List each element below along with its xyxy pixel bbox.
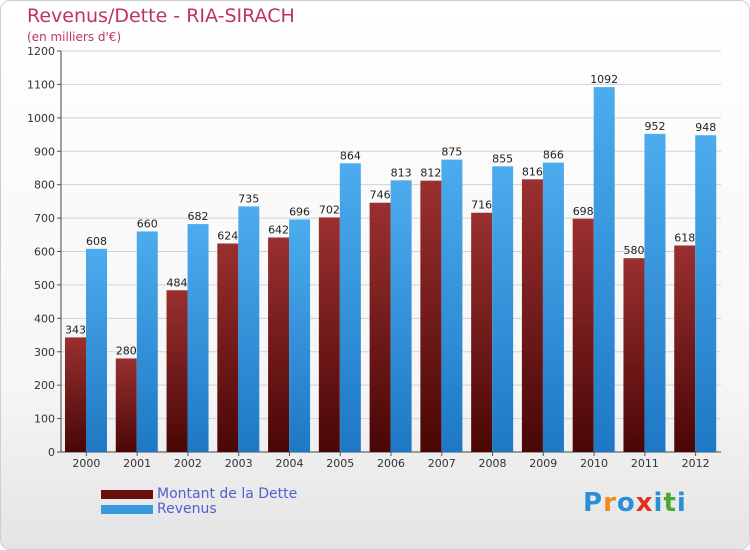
- data-label-debt: 484: [167, 276, 188, 289]
- x-tick-label: 2007: [428, 457, 456, 470]
- x-tick-label: 2010: [580, 457, 608, 470]
- x-tick-label: 2000: [72, 457, 100, 470]
- chart-subtitle: (en milliers d'€): [27, 30, 122, 44]
- bar-debt: [217, 243, 239, 452]
- x-tick-label: 2009: [529, 457, 557, 470]
- data-label-revenus: 948: [695, 121, 716, 134]
- legend-swatch-revenus: [101, 505, 153, 514]
- bar-revenus: [695, 135, 717, 452]
- data-label-debt: 580: [623, 244, 644, 257]
- data-label-revenus: 864: [340, 149, 361, 162]
- data-label-revenus: 813: [391, 166, 412, 179]
- bar-debt: [521, 179, 543, 452]
- y-tick-label: 200: [34, 379, 55, 392]
- x-tick-label: 2002: [174, 457, 202, 470]
- bar-debt: [268, 237, 290, 452]
- data-label-debt: 816: [522, 165, 543, 178]
- data-label-debt: 280: [116, 344, 137, 357]
- bar-revenus: [542, 162, 564, 452]
- logo-letter: P: [583, 488, 604, 518]
- data-label-revenus: 952: [644, 120, 665, 133]
- logo-letter: o: [616, 488, 636, 518]
- logo-letter: t: [663, 488, 677, 518]
- x-tick-label: 2012: [682, 457, 710, 470]
- chart-title: Revenus/Dette - RIA-SIRACH: [27, 5, 295, 27]
- logo-letter: x: [635, 488, 654, 518]
- x-tick-label: 2005: [326, 457, 354, 470]
- y-tick-label: 900: [34, 145, 55, 158]
- bar-debt: [369, 202, 391, 452]
- bar-debt: [115, 358, 137, 452]
- data-label-revenus: 875: [441, 146, 462, 159]
- legend-swatch-debt: [101, 490, 153, 499]
- bar-revenus: [644, 133, 666, 452]
- bar-revenus: [238, 206, 260, 452]
- bar-debt: [471, 212, 493, 452]
- data-label-debt: 343: [65, 323, 86, 336]
- y-tick-label: 1200: [27, 45, 55, 58]
- x-tick-label: 2003: [225, 457, 253, 470]
- x-tick-label: 2004: [275, 457, 303, 470]
- data-label-revenus: 866: [543, 149, 564, 162]
- x-tick-label: 2006: [377, 457, 405, 470]
- bar-debt: [420, 180, 442, 452]
- logo-letter: i: [676, 488, 687, 518]
- bar-revenus: [593, 87, 615, 452]
- y-tick-label: 0: [48, 446, 55, 459]
- bar-revenus: [289, 219, 311, 452]
- data-label-revenus: 855: [492, 152, 513, 165]
- bar-debt: [674, 245, 696, 452]
- bar-debt: [318, 217, 340, 452]
- data-label-revenus: 1092: [590, 73, 618, 86]
- data-label-debt: 698: [573, 205, 594, 218]
- data-label-debt: 702: [319, 203, 340, 216]
- data-label-revenus: 608: [86, 235, 107, 248]
- data-label-debt: 642: [268, 223, 289, 236]
- data-label-revenus: 682: [188, 210, 209, 223]
- bar-revenus: [187, 224, 209, 452]
- x-tick-label: 2011: [631, 457, 659, 470]
- bar-debt: [65, 337, 86, 452]
- bar-revenus: [441, 159, 463, 452]
- data-label-debt: 746: [370, 189, 391, 202]
- y-tick-label: 500: [34, 279, 55, 292]
- y-tick-label: 600: [34, 246, 55, 259]
- x-tick-label: 2001: [123, 457, 151, 470]
- y-tick-label: 400: [34, 312, 55, 325]
- bar-revenus: [390, 180, 412, 452]
- bar-revenus: [339, 163, 361, 452]
- data-label-debt: 624: [217, 229, 238, 242]
- data-label-revenus: 696: [289, 205, 310, 218]
- y-tick-label: 100: [34, 413, 55, 426]
- y-tick-label: 1000: [27, 112, 55, 125]
- data-label-debt: 618: [674, 231, 695, 244]
- bar-revenus: [136, 231, 158, 452]
- bar-debt: [572, 218, 594, 452]
- data-label-revenus: 735: [238, 192, 259, 205]
- bar-revenus: [492, 166, 514, 452]
- bar-debt: [166, 290, 188, 452]
- bar-layer: [65, 87, 717, 452]
- data-label-debt: 812: [420, 167, 441, 180]
- data-label-revenus: 660: [137, 217, 158, 230]
- data-label-debt: 716: [471, 199, 492, 212]
- y-tick-label: 300: [34, 346, 55, 359]
- legend-label-revenus: Revenus: [157, 501, 217, 517]
- x-tick-label: 2008: [479, 457, 507, 470]
- logo-letter: i: [653, 488, 664, 518]
- proxiti-logo: Proxiti: [583, 488, 687, 518]
- y-tick-label: 800: [34, 179, 55, 192]
- bar-revenus: [86, 248, 107, 452]
- y-tick-label: 1100: [27, 78, 55, 91]
- logo-letter: r: [603, 488, 617, 518]
- bar-debt: [623, 258, 645, 452]
- label-layer: 2000 343 608 2001 280 660 2002 484 682 2003 624 735…: [65, 73, 716, 470]
- y-tick-label: 700: [34, 212, 55, 225]
- legend-label-debt: Montant de la Dette: [157, 486, 298, 502]
